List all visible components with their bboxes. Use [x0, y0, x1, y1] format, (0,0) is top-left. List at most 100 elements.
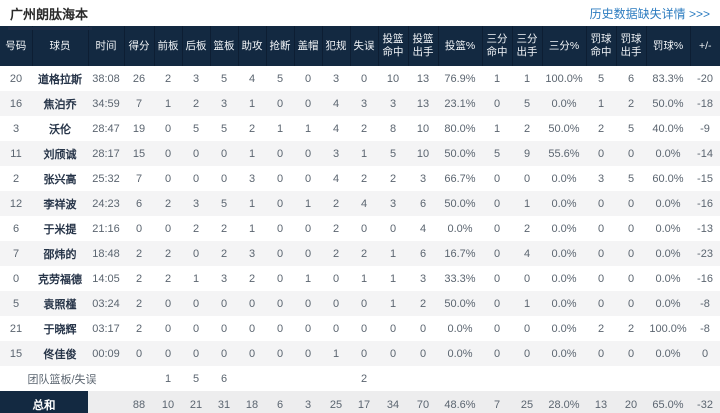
- stat-cell: 6: [627, 72, 635, 85]
- stat-cell: 21: [189, 398, 203, 411]
- stat-cell: 0: [220, 147, 228, 160]
- stat-cell: [124, 366, 154, 391]
- player-name: 刘颀诚: [43, 148, 77, 161]
- stat-cell: 0: [248, 347, 256, 360]
- stat-cell: 0.0%: [551, 197, 577, 210]
- column-header: 球员: [32, 26, 89, 66]
- stat-cell: 0: [304, 222, 312, 235]
- stat-cell: 6: [419, 197, 427, 210]
- stat-cell: 34: [386, 398, 400, 411]
- stat-cell: 3: [419, 272, 427, 285]
- stat-cell: 0: [248, 322, 256, 335]
- stat-cell: 0: [164, 172, 172, 185]
- stat-cell: 83.3%: [652, 72, 684, 85]
- column-header: 犯规: [322, 26, 351, 66]
- stat-cell: [616, 366, 646, 391]
- stat-cell: 0: [164, 322, 172, 335]
- stat-cell: 6: [12, 222, 20, 235]
- team-label: 团队篮板/失误: [27, 373, 97, 386]
- column-header: 前板: [154, 26, 183, 66]
- player-row: 2 张兴高 25:32 7 0 0 0 3 0 0 4 2 2 3 66.7% 0 0 0.0% 3 5 60.0% -1…: [0, 166, 720, 191]
- stat-cell: 0: [360, 297, 368, 310]
- stat-cell: 0: [332, 272, 340, 285]
- column-header: 罚球 命中: [586, 26, 617, 66]
- stat-cell: 0: [220, 322, 228, 335]
- player-stats-table: 号码 球员 时间 得分 前板 后板 篮板 助攻 抢断 盖帽 犯规 失误 投篮 命中 投篮 出手 投篮% 三分 …: [0, 26, 720, 413]
- stat-cell: 2: [135, 272, 143, 285]
- history-data-missing-link[interactable]: 历史数据缺失详情 >>>: [589, 7, 710, 21]
- stat-cell: 0: [597, 222, 605, 235]
- stat-cell: 0: [276, 322, 284, 335]
- stat-cell: 7: [135, 97, 143, 110]
- stat-cell: 3: [304, 398, 312, 411]
- stat-cell: 0: [523, 272, 531, 285]
- team-rebounds-turnovers-row: 团队篮板/失误 1 5 6 2: [0, 366, 720, 391]
- stat-cell: 0.0%: [447, 222, 473, 235]
- stat-cell: 3: [389, 197, 397, 210]
- stat-cell: 0: [493, 347, 501, 360]
- stat-cell: 1: [248, 197, 256, 210]
- stat-cell: 0: [304, 72, 312, 85]
- stat-cell: [88, 391, 124, 413]
- stat-cell: 5: [220, 197, 228, 210]
- column-header: 时间: [88, 26, 125, 66]
- stat-cell: 2: [597, 122, 605, 135]
- stat-cell: 5: [192, 372, 200, 385]
- stat-cell: 3: [248, 172, 256, 185]
- stat-cell: 15: [132, 147, 146, 160]
- stat-cell: 0: [360, 322, 368, 335]
- player-row: 21 于晓辉 03:17 2 0 0 0 0 0 0 0 0 0 0 0.0% 0 0 0.0% 2 2 100.0% -…: [0, 316, 720, 341]
- header-row: 号码 球员 时间 得分 前板 后板 篮板 助攻 抢断 盖帽 犯规 失误 投篮 命中 投篮 出手 投篮% 三分 …: [0, 26, 720, 66]
- total-row: 总和 88 10 21 31 18 6 3 25 17 34 70 48.6% 7 25 28.0% 13 20 6…: [0, 391, 720, 413]
- player-name: 于米提: [43, 223, 77, 236]
- stat-cell: 1: [248, 97, 256, 110]
- stat-cell: 1: [248, 222, 256, 235]
- stat-cell: 4: [360, 197, 368, 210]
- stat-cell: 0: [276, 172, 284, 185]
- stat-cell: [378, 366, 408, 391]
- stat-cell: 3: [332, 147, 340, 160]
- stat-cell: 65.0%: [652, 398, 684, 411]
- stat-cell: 2: [389, 172, 397, 185]
- stat-cell: 10: [416, 147, 430, 160]
- stat-cell: 5: [192, 122, 200, 135]
- stat-cell: 0: [493, 272, 501, 285]
- stat-cell: 2: [248, 272, 256, 285]
- team-name-tab[interactable]: 广州朗肽海本: [8, 4, 93, 30]
- stat-cell: 6: [135, 197, 143, 210]
- stat-cell: 2: [164, 247, 172, 260]
- player-row: 7 邵炜的 18:48 2 2 0 2 3 0 0 2 2 1 6 16.7% 0 4 0.0% 0 0 0.0% -23: [0, 241, 720, 266]
- stat-cell: [438, 366, 482, 391]
- stat-cell: 2: [332, 247, 340, 260]
- column-header: 投篮 命中: [378, 26, 409, 66]
- stat-cell: 3: [389, 97, 397, 110]
- stat-cell: 88: [132, 398, 146, 411]
- player-row: 0 克劳福德 14:05 2 2 1 3 2 0 1 0 1 1 3 33.3% 0 0 0.0% 0 0 0.0% -1…: [0, 266, 720, 291]
- stat-cell: 0: [332, 322, 340, 335]
- player-row: 16 焦泊乔 34:59 7 1 2 3 1 0 0 4 3 3 13 23.1% 0 5 0.0% 1 2 50.0%…: [0, 91, 720, 116]
- stat-cell: 2: [248, 122, 256, 135]
- stat-cell: 0.0%: [655, 347, 681, 360]
- stat-cell: 34:59: [92, 97, 120, 110]
- stat-cell: [690, 366, 720, 391]
- stat-cell: 0.0%: [551, 322, 577, 335]
- column-header: 盖帽: [294, 26, 323, 66]
- stat-cell: 2: [192, 222, 200, 235]
- stat-cell: 2: [332, 222, 340, 235]
- column-header: 罚球 出手: [616, 26, 647, 66]
- stat-cell: 7: [493, 398, 501, 411]
- stat-cell: 0: [304, 147, 312, 160]
- stat-cell: 16.7%: [444, 247, 476, 260]
- stat-cell: 1: [276, 122, 284, 135]
- stat-cell: 5: [220, 72, 228, 85]
- stat-cell: 7: [135, 172, 143, 185]
- player-name: 佟佳俊: [43, 348, 77, 361]
- stat-cell: 21: [9, 322, 23, 335]
- stat-cell: 3: [12, 122, 20, 135]
- stat-cell: 10: [386, 72, 400, 85]
- stat-cell: 0: [192, 322, 200, 335]
- stat-cell: [512, 366, 542, 391]
- stat-cell: 6: [276, 398, 284, 411]
- stat-cell: 5: [276, 72, 284, 85]
